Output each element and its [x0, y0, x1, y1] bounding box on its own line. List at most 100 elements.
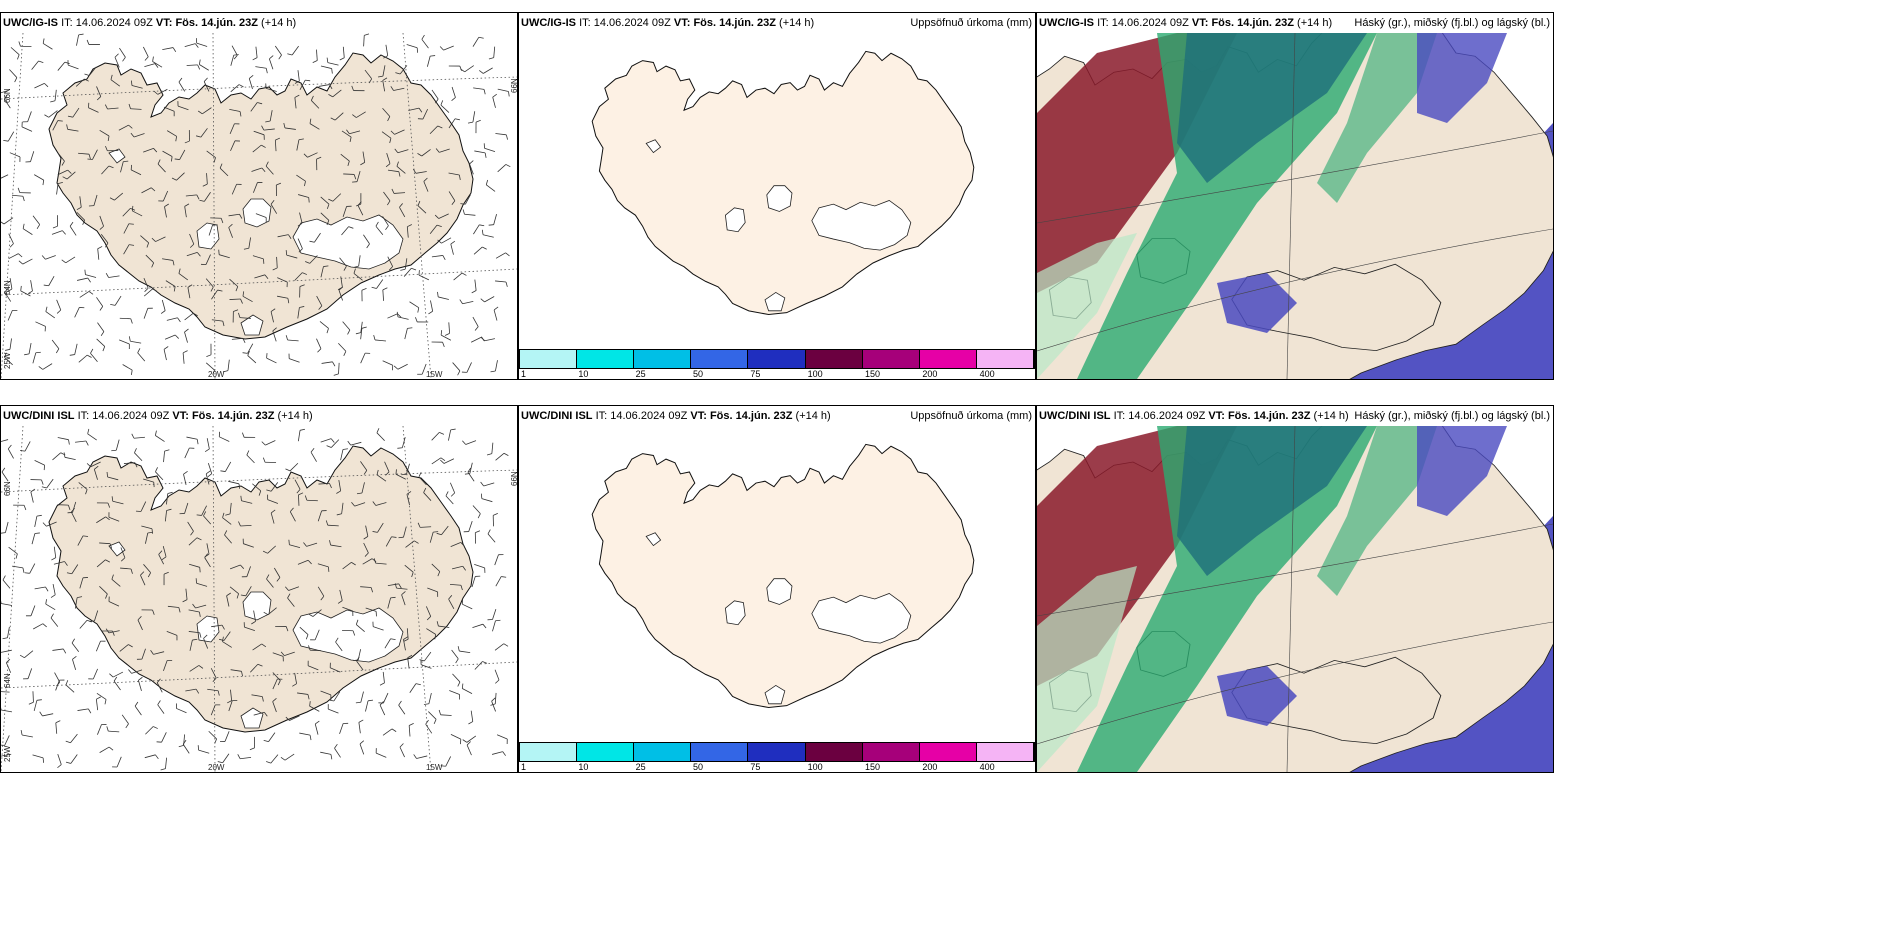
wind-barb	[88, 194, 98, 207]
wind-barb	[463, 521, 473, 533]
wind-barb	[119, 47, 126, 62]
wind-barb	[7, 278, 13, 292]
wind-barb	[25, 605, 36, 617]
wind-barb	[9, 69, 18, 83]
wind-barb	[9, 152, 21, 162]
wind-barb	[438, 709, 452, 716]
graticule-lon-15	[402, 33, 432, 379]
wind-barb	[144, 754, 159, 760]
glacier-outline	[1231, 263, 1442, 352]
wind-barb	[138, 676, 143, 691]
wind-barb	[473, 87, 486, 95]
wind-barb	[231, 45, 238, 60]
wind-barb	[472, 623, 487, 629]
wind-barb	[131, 205, 143, 217]
wind-barb	[337, 589, 343, 604]
wind-barb	[287, 45, 299, 56]
wind-barb	[211, 289, 223, 300]
wind-barb	[336, 480, 342, 494]
wind-barb	[440, 100, 450, 113]
wind-barb	[316, 156, 322, 171]
wind-barb	[32, 754, 45, 763]
wind-barb	[230, 140, 240, 152]
wind-barb	[42, 38, 53, 50]
wind-barb	[113, 676, 121, 691]
wind-barb	[186, 64, 201, 70]
wind-barb	[231, 337, 246, 343]
wind-barb	[285, 462, 299, 472]
wind-barb	[297, 428, 306, 442]
cloud-title: Háský (gr.), miðský (fj.bl.) og lágský (…	[1354, 410, 1550, 422]
wind-barb	[197, 107, 212, 115]
cloud-map-panel-row2: UWC/DINI ISL IT: 14.06.2024 09Z VT: Fös.…	[1036, 405, 1554, 773]
wind-barb	[130, 132, 145, 138]
wind-barb	[299, 284, 305, 298]
wind-barb	[372, 501, 387, 506]
colorbar-box	[862, 743, 920, 761]
wind-barb	[471, 279, 477, 294]
lead-time: (+14 h)	[779, 17, 815, 29]
wind-barb	[72, 655, 77, 671]
wind-barb	[452, 362, 461, 376]
wind-barb	[376, 469, 387, 482]
wind-barb	[76, 277, 91, 283]
wind-barb	[238, 312, 251, 319]
wind-barb	[308, 645, 322, 652]
glacier-outline	[242, 591, 272, 621]
wind-barb	[45, 306, 56, 319]
wind-barb	[399, 203, 406, 218]
wind-barb	[417, 363, 427, 375]
wind-barb	[86, 39, 100, 45]
wind-barb	[223, 359, 230, 373]
wind-barb	[304, 495, 318, 502]
model-name: UWC/DINI ISL	[3, 410, 75, 422]
wind-barb	[96, 693, 107, 705]
wind-barb	[483, 143, 496, 153]
precip-colorbar-labels: 1 10 25 50 75 100 150 200 400	[519, 369, 1035, 379]
wind-barb	[408, 723, 414, 737]
wind-barb	[143, 288, 158, 297]
vt-label: VT:	[1191, 17, 1209, 29]
wind-barb	[230, 669, 243, 677]
wind-barb	[62, 171, 76, 180]
wind-barb	[363, 33, 370, 47]
wind-barb	[299, 79, 311, 91]
wind-barb	[255, 213, 267, 223]
wind-barb	[97, 322, 105, 336]
low-cloud-patch	[1217, 273, 1297, 333]
graticule-line	[1286, 33, 1296, 379]
wind-barb	[84, 66, 97, 76]
wind-barb	[128, 669, 143, 674]
wind-barb	[1, 691, 10, 693]
wind-barb	[277, 234, 292, 239]
wind-barb	[480, 481, 495, 487]
wind-barb	[1, 439, 9, 442]
wind-barb	[122, 364, 133, 376]
wind-barb	[253, 130, 265, 140]
wind-barb	[487, 608, 497, 621]
wind-barb	[403, 628, 409, 642]
wind-barb	[398, 526, 407, 539]
glacier-outline	[766, 578, 793, 605]
colorbar-label: 200	[922, 369, 938, 379]
wind-barb	[163, 346, 169, 361]
glacier-outline	[764, 291, 786, 312]
wind-barb	[339, 722, 349, 735]
wind-barb	[364, 69, 373, 84]
wind-barb	[162, 258, 175, 266]
wind-barb	[205, 470, 211, 485]
wind-barb	[436, 621, 450, 628]
wind-barb	[266, 482, 279, 492]
wind-barb	[318, 84, 333, 90]
wind-barb	[488, 213, 497, 226]
wind-barb-map	[1, 426, 517, 772]
wind-barb	[474, 661, 488, 670]
wind-barb	[280, 753, 295, 761]
right-lat-label-66n: 66N	[510, 78, 518, 93]
wind-barb	[7, 309, 18, 321]
wind-barb	[166, 630, 178, 641]
wind-barb	[120, 160, 129, 173]
graticule-lon-20	[212, 33, 216, 379]
wind-barb	[184, 312, 198, 321]
wind-barb	[309, 118, 320, 130]
